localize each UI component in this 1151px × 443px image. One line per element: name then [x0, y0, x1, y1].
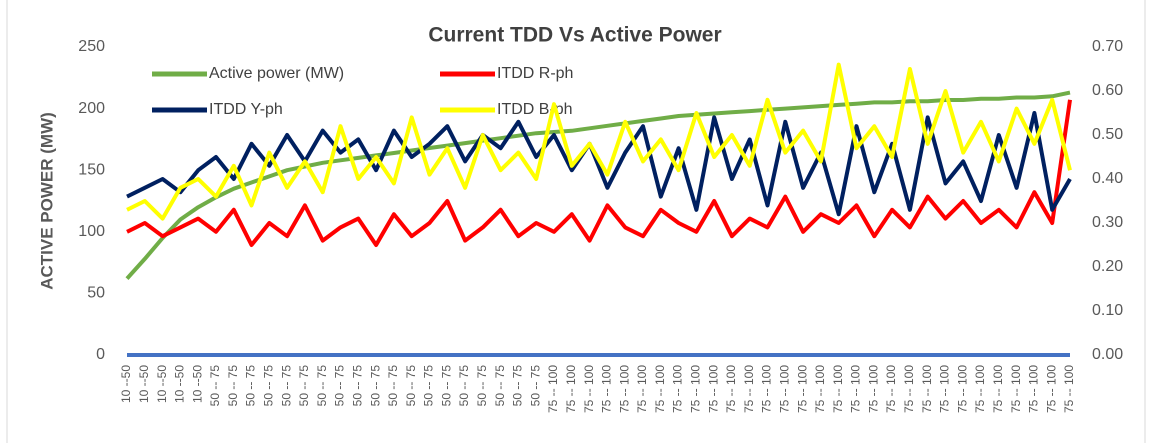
x-tick-label: 75 -- 100	[617, 365, 631, 413]
x-tick-label: 75 -- 100	[777, 365, 791, 413]
x-tick-label: 10 --50	[137, 365, 151, 403]
y2-tick-label: 0.60	[1092, 82, 1123, 99]
x-tick-label: 75 -- 100	[973, 365, 987, 413]
x-tick-label: 50 -- 75	[333, 365, 347, 407]
y2-tick-label: 0.40	[1092, 170, 1123, 187]
x-tick-label: 75 -- 100	[1009, 365, 1023, 413]
chart-title: Current TDD Vs Active Power	[428, 24, 721, 47]
series-line	[126, 111, 1072, 217]
x-tick-label: 75 -- 100	[1044, 365, 1058, 413]
x-tick-label: 50 -- 75	[368, 365, 382, 407]
x-tick-label: 75 -- 100	[938, 365, 952, 413]
x-tick-label: 50 -- 75	[439, 365, 453, 407]
y2-tick-label: 0.10	[1092, 302, 1123, 319]
x-tick-label: 50 -- 75	[511, 365, 525, 407]
x-tick-label: 75 -- 100	[582, 365, 596, 413]
x-tick-label: 75 -- 100	[920, 365, 934, 413]
y2-tick-label: 0.00	[1092, 346, 1123, 363]
x-tick-label: 75 -- 100	[955, 365, 969, 413]
x-tick-label: 75 -- 100	[884, 365, 898, 413]
x-tick-label: 50 -- 75	[475, 365, 489, 407]
x-tick-label: 75 -- 100	[1062, 365, 1076, 413]
x-tick-label: 50 -- 75	[404, 365, 418, 407]
x-tick-label: 75 -- 100	[600, 365, 614, 413]
x-tick-label: 75 -- 100	[1027, 365, 1041, 413]
x-tick-label: 50 -- 75	[297, 365, 311, 407]
x-tick-label: 50 -- 75	[244, 365, 258, 407]
x-tick-label: 75 -- 100	[849, 365, 863, 413]
legend-label: ITDD R-ph	[497, 65, 573, 82]
x-tick-label: 75 -- 100	[564, 365, 578, 413]
x-tick-label: 50 -- 75	[386, 365, 400, 407]
y-tick-label: 50	[87, 285, 105, 302]
x-tick-label: 75 -- 100	[991, 365, 1005, 413]
x-tick-label: 50 -- 75	[493, 365, 507, 407]
x-tick-label: 75 -- 100	[689, 365, 703, 413]
x-tick-label: 10 --50	[155, 365, 169, 403]
y-tick-label: 100	[78, 223, 105, 240]
x-tick-label: 50 -- 75	[226, 365, 240, 407]
y-tick-label: 250	[78, 38, 105, 55]
x-tick-label: 75 -- 100	[724, 365, 738, 413]
x-tick-label: 75 -- 100	[671, 365, 685, 413]
x-tick-label: 10 --50	[190, 365, 204, 403]
x-tick-label: 75 -- 100	[706, 365, 720, 413]
x-tick-label: 50 -- 75	[422, 365, 436, 407]
x-tick-label: 50 -- 75	[208, 365, 222, 407]
y-tick-label: 0	[96, 346, 105, 363]
x-tick-label: 10 --50	[119, 365, 133, 403]
legend-label: Active power (MW)	[209, 65, 344, 82]
y2-tick-label: 0.20	[1092, 258, 1123, 275]
y-tick-label: 200	[78, 100, 105, 117]
x-tick-label: 50 -- 75	[528, 365, 542, 407]
x-tick-label: 50 -- 75	[262, 365, 276, 407]
y2-tick-label: 0.30	[1092, 214, 1123, 231]
x-tick-label: 75 -- 100	[635, 365, 649, 413]
legend-label: ITDD Y-ph	[209, 101, 283, 118]
x-tick-label: 75 -- 100	[866, 365, 880, 413]
x-tick-label: 75 -- 100	[902, 365, 916, 413]
x-tick-label: 75 -- 100	[760, 365, 774, 413]
series-line	[126, 62, 1072, 221]
x-tick-label: 75 -- 100	[813, 365, 827, 413]
x-tick-label: 75 -- 100	[546, 365, 560, 413]
x-tick-label: 75 -- 100	[795, 365, 809, 413]
series-line	[125, 90, 1071, 280]
x-tick-label: 75 -- 100	[831, 365, 845, 413]
x-tick-label: 75 -- 100	[742, 365, 756, 413]
y2-tick-label: 0.50	[1092, 126, 1123, 143]
x-tick-label: 10 --50	[173, 365, 187, 403]
x-tick-label: 75 -- 100	[653, 365, 667, 413]
x-tick-label: 50 -- 75	[315, 365, 329, 407]
y-axis-label: ACTIVE POWER (MW)	[37, 112, 56, 290]
series-line	[126, 99, 1072, 247]
y-tick-label: 150	[78, 161, 105, 178]
y2-tick-label: 0.70	[1092, 38, 1123, 55]
x-tick-label: 50 -- 75	[457, 365, 471, 407]
legend-label: ITDD B-ph	[497, 101, 573, 118]
x-tick-label: 50 -- 75	[279, 365, 293, 407]
x-tick-label: 50 -- 75	[350, 365, 364, 407]
